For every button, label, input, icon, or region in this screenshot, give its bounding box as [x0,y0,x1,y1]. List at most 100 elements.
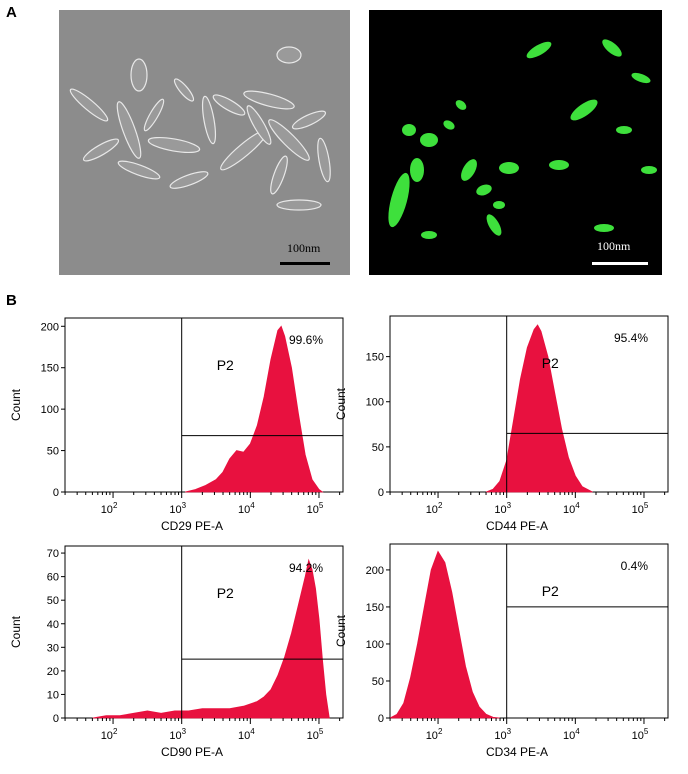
brightfield-micrograph [59,10,350,275]
y-tick-label: 0 [378,487,384,499]
y-tick-label: 150 [366,352,384,364]
x-tick-label: 105 [632,501,649,516]
cd34-histogram: P2 0.4% 0 50 100 150 200 102 103 104 105 CD34 PE-A C… [334,528,688,774]
y-tick-label: 150 [366,602,384,614]
fluorescent-cell [388,172,410,228]
gate-percent: 0.4% [621,559,649,573]
brightfield-scale-bar [280,262,330,265]
y-tick-label: 0 [53,487,59,499]
fluorescent-cell [486,214,502,236]
x-tick-label: 102 [426,501,443,516]
y-axis-title: Count [9,388,23,421]
x-tick-label: 105 [307,727,324,742]
histogram-area [485,324,593,493]
fluorescent-cell [602,39,622,57]
y-tick-label: 60 [47,572,59,584]
histogram-area [389,550,500,719]
x-tick-label: 102 [426,727,443,742]
brightfield-cell [82,138,120,162]
panel-label-a: A [6,4,17,21]
fluorescent-cell [616,126,632,134]
brightfield-cell [268,119,310,161]
y-tick-label: 50 [372,442,384,454]
fluorescent-cell [420,133,438,147]
gate-label: P2 [542,583,559,599]
gate-percent: 95.4% [614,331,648,345]
fluorescent-cell [455,100,467,110]
x-tick-label: 104 [238,501,255,516]
histogram-area [92,558,330,719]
fluorescent-cell [493,201,505,209]
x-tick-label: 105 [632,727,649,742]
y-axis-title: Count [334,614,348,647]
fluorescent-cell [631,72,651,84]
brightfield-cell [143,98,165,132]
fluorescence-scale-bar [592,262,648,265]
x-tick-label: 102 [101,501,118,516]
brightfield-cell [243,90,295,110]
brightfield-cell [246,105,272,145]
brightfield-cell [130,58,148,92]
gate-label: P2 [217,585,234,601]
x-tick-label: 103 [169,727,186,742]
fluorescent-cell [421,231,437,239]
brightfield-cell [169,171,209,189]
brightfield-cell [317,137,331,183]
x-tick-label: 104 [238,727,255,742]
fluorescent-cell [499,162,519,174]
x-tick-label: 105 [307,501,324,516]
gate-percent: 99.6% [289,333,323,347]
x-axis-title: CD34 PE-A [486,745,548,759]
cd29-histogram: P2 99.6% 0 50 100 150 200 102 103 104 105 CD29 PE-A… [0,300,344,538]
panel-label-b: B [6,292,17,309]
gate-percent: 94.2% [289,561,323,575]
fluorescent-cell [570,99,598,121]
y-tick-label: 0 [378,713,384,725]
brightfield-cell [173,78,195,102]
cd90-histogram: P2 94.2% 0 10 20 30 40 50 60 70 102 103 104 105 CD90 P… [0,528,344,774]
x-axis-title: CD44 PE-A [486,519,548,533]
fluorescent-cell [594,224,614,232]
y-tick-label: 10 [47,689,59,701]
brightfield-cell [117,160,161,180]
y-tick-label: 50 [47,446,59,458]
y-tick-label: 100 [41,404,59,416]
y-axis-title: Count [9,615,23,648]
gate-label: P2 [217,357,234,373]
brightfield-cell [291,110,327,130]
fluorescent-cell [641,166,657,174]
fluorescent-cell [402,124,416,136]
y-tick-label: 200 [366,565,384,577]
y-tick-label: 50 [47,595,59,607]
brightfield-cell [116,101,142,159]
brightfield-scale-label: 100nm [287,241,321,255]
fluorescent-cell [443,120,455,130]
y-tick-label: 200 [41,321,59,333]
x-axis-title: CD29 PE-A [161,519,223,533]
gate-label: P2 [542,355,559,371]
fluorescent-cell [461,159,477,181]
y-tick-label: 70 [47,548,59,560]
y-tick-label: 150 [41,363,59,375]
fluorescent-cell [549,160,569,170]
cd44-histogram: P2 95.4% 0 50 100 150 102 103 104 105 CD44 PE-A Cou… [334,300,688,538]
y-tick-label: 100 [366,397,384,409]
brightfield-cell [147,136,201,154]
brightfield-cell [69,88,109,122]
y-tick-label: 40 [47,619,59,631]
brightfield-cell [212,94,246,116]
fluorescence-micrograph [369,10,662,275]
x-tick-label: 103 [494,727,511,742]
brightfield-cell [276,199,322,211]
fluorescent-cell [526,41,552,59]
y-tick-label: 0 [53,713,59,725]
y-tick-label: 100 [366,639,384,651]
fluorescent-cell [476,184,492,196]
brightfield-cell [201,95,217,145]
histogram-area [185,325,324,493]
y-tick-label: 30 [47,642,59,654]
y-tick-label: 20 [47,666,59,678]
brightfield-cell [270,155,288,195]
x-tick-label: 103 [494,501,511,516]
x-axis-title: CD90 PE-A [161,745,223,759]
